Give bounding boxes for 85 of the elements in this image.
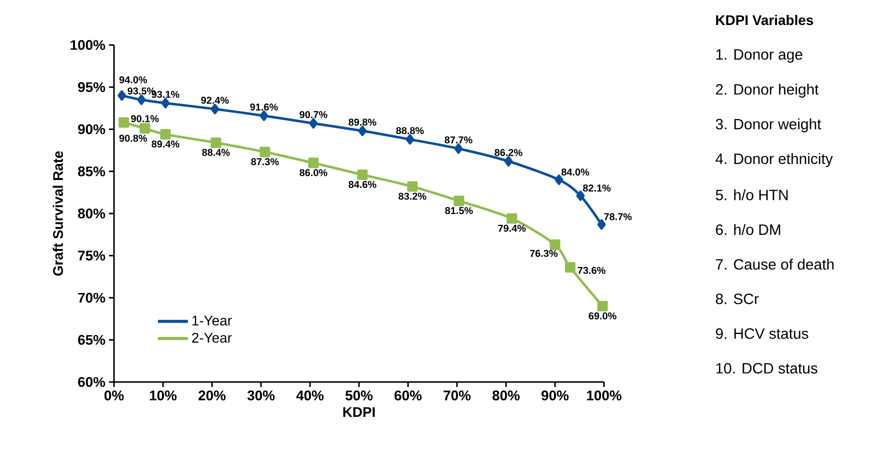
y-tick-label: 90% [78,124,106,134]
y-tick-label: 80% [78,208,106,218]
point [407,181,418,192]
point [260,110,268,122]
data-label: 89.8% [348,118,376,126]
text: 4. Donor ethnicity [716,153,833,168]
x-tick-label: 60% [394,390,422,400]
y-tick-label: 85% [78,166,106,176]
y-tick-label: 95% [78,82,106,92]
point [118,90,126,101]
data-label: 88.4% [202,148,230,156]
y-tick-label: 60% [78,377,106,387]
point [406,134,414,145]
data-label: 86.0% [300,169,328,176]
text: KDPI Variables [716,14,814,26]
point [160,129,171,140]
data-label: 84.0% [561,168,590,176]
text: 6. h/o DM [716,224,780,235]
point [564,262,576,273]
data-label: 79.4% [498,224,526,232]
y-axis-title: Graft Survival Rate [52,151,63,276]
text: 10. DCD status [716,362,818,374]
data-label: 89.4% [152,140,180,148]
point [554,174,564,186]
point [454,196,464,206]
data-label: 87.3% [251,158,279,166]
y-tick-label: 75% [78,250,106,261]
y-tick-label: 65% [78,334,106,345]
x-tick-label: 10% [150,390,177,400]
point [210,137,222,148]
text: 3. Donor weight [716,118,822,132]
data-label: 91.6% [250,104,278,111]
data-label: 86.2% [494,149,522,156]
point [597,300,608,312]
point [597,219,606,230]
data-label: 78.7% [604,213,632,220]
point [506,213,518,224]
data-label: 90.7% [300,111,328,118]
data-label: 84.6% [348,180,376,188]
data-label: 87.7% [444,136,472,144]
x-tick-label: 100% [587,390,622,400]
x-tick-label: 80% [492,390,520,400]
point [140,123,150,134]
point [260,146,270,158]
x-axis-title: KDPI [343,407,375,417]
point [357,169,368,180]
legend-label: 2-Year [192,332,232,343]
data-label: 94.0% [119,76,148,84]
point [504,156,513,166]
data-label: 90.8% [119,134,147,142]
data-label: 88.8% [396,127,424,134]
data-label: 69.0% [588,312,616,320]
data-label: 73.6% [578,266,606,274]
data-label: 92.4% [201,96,229,104]
point [118,117,130,128]
text: 2. Donor height [716,84,819,98]
text: 7. Cause of death [716,258,834,270]
text: 8. SCr [716,294,759,304]
legend-label: 1-Year [192,316,232,326]
data-label: 76.3% [530,250,558,257]
x-tick-label: 70% [444,390,471,400]
data-label: 81.5% [445,207,473,214]
point [137,94,146,105]
text: 1. Donor age [716,49,802,63]
point [210,104,220,114]
data-label: 82.1% [583,184,611,192]
x-tick-label: 0% [104,390,124,400]
x-tick-label: 50% [345,390,373,400]
data-label: 90.1% [131,115,159,122]
x-tick-label: 40% [296,390,324,400]
point [309,118,318,129]
y-tick-label: 70% [78,292,106,303]
text: 9. HCV status [716,328,808,339]
x-tick-label: 20% [198,390,226,400]
y-tick-label: 100% [70,40,106,50]
point [550,239,560,250]
text: 5. h/o HTN [716,189,788,200]
point [358,126,367,136]
point [576,190,585,202]
x-tick-label: 30% [247,390,275,400]
point [161,98,170,108]
point [308,158,319,168]
x-tick-label: 90% [542,390,569,400]
data-label: 83.2% [398,192,426,200]
point [454,143,463,154]
